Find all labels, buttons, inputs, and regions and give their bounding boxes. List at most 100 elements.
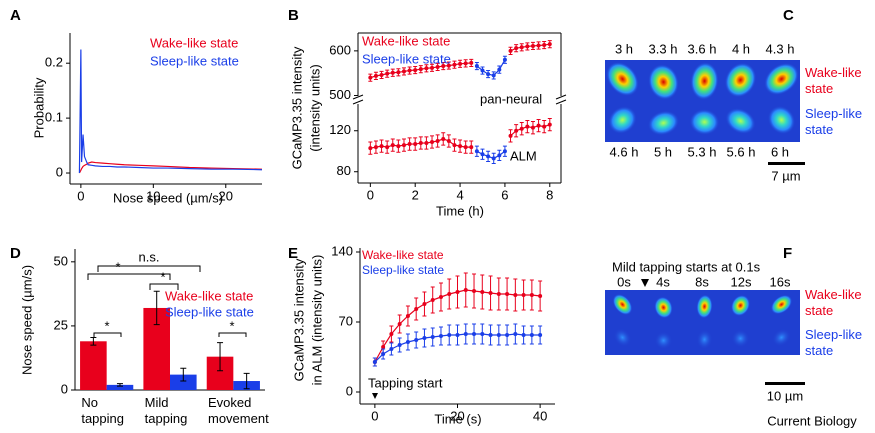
x-tick-label: 4	[456, 187, 463, 202]
time-label: 0s	[617, 274, 631, 289]
panel-letter: C	[783, 7, 794, 24]
text-line: state	[805, 343, 833, 358]
cell-image	[725, 107, 756, 135]
y-tick-label: 0	[56, 164, 63, 179]
panel-letter: A	[10, 7, 21, 24]
break-gap	[354, 96, 363, 104]
bar	[170, 374, 197, 390]
line	[374, 289, 541, 363]
cell-image	[690, 62, 719, 100]
time-label: 4.6 h	[610, 144, 639, 159]
x-tick-label: 2	[412, 187, 419, 202]
text-line: No	[81, 395, 101, 410]
break-gap	[556, 96, 565, 104]
legend-entry: Wake-like state	[362, 33, 450, 48]
line	[476, 59, 506, 77]
break-mark	[555, 99, 567, 105]
text-line: Mild	[145, 395, 172, 410]
cell-image	[613, 328, 632, 347]
scale-bar	[765, 382, 805, 385]
point	[368, 146, 373, 151]
y-tick-label: 500	[329, 87, 351, 102]
text-line: tapping	[81, 411, 124, 426]
y-tick-label: 80	[337, 163, 351, 178]
legend-entry: Wake-like state	[165, 288, 253, 303]
cell-image	[767, 105, 796, 135]
error-bar	[90, 336, 97, 346]
legend-entry: Wake-like state	[362, 248, 444, 262]
cell-image	[770, 294, 793, 315]
cell-image	[730, 294, 751, 317]
x-tick-label: 6	[501, 187, 508, 202]
scale-label: 10 µm	[767, 388, 803, 403]
break-mark	[352, 94, 364, 100]
time-label: 3.3 h	[649, 41, 678, 56]
panel-letter: B	[288, 7, 299, 24]
category-label: No tapping	[81, 395, 124, 426]
bracket	[97, 265, 201, 272]
bar	[106, 384, 134, 390]
point	[368, 75, 373, 80]
y-tick-label: 120	[329, 122, 351, 137]
line	[476, 150, 506, 160]
line	[370, 124, 550, 149]
y-axis-label: (intensity units)	[307, 64, 322, 151]
annotation: ALM	[510, 148, 537, 163]
significance-label: *	[104, 318, 109, 333]
bracket	[149, 283, 179, 290]
cell-image	[647, 110, 680, 136]
cell-image	[731, 329, 750, 348]
error-bar	[116, 383, 123, 387]
cell-image	[696, 329, 713, 350]
text-line: Sleep-like	[805, 106, 866, 121]
point	[547, 42, 552, 47]
time-label: 5 h	[654, 144, 672, 159]
x-tick-label: 20	[450, 408, 464, 423]
y-tick-label: 0	[346, 383, 353, 398]
text-line: movement	[208, 411, 269, 426]
error-bar	[243, 372, 250, 390]
bracket	[93, 332, 122, 337]
row-label: Sleep-like state	[805, 327, 866, 358]
axis-break	[352, 94, 567, 105]
cell-image	[612, 293, 633, 316]
text-line: tapping	[145, 411, 188, 426]
error-bar	[217, 342, 224, 372]
text-line: Sleep-like	[805, 327, 866, 342]
legend-entry: Sleep-like state	[165, 304, 254, 319]
y-tick-label: 70	[339, 313, 353, 328]
time-label: 4 h	[732, 41, 750, 56]
text-line: state	[805, 81, 833, 96]
x-axis-label: Time (s)	[434, 411, 481, 426]
panel-letter: E	[288, 245, 298, 262]
cell-image	[648, 64, 679, 100]
line	[370, 43, 550, 79]
significance-label: *	[229, 318, 234, 333]
y-axis-label: in ALM (intensity units)	[309, 255, 324, 386]
x-tick-label: 40	[533, 408, 547, 423]
cell-image	[606, 61, 639, 97]
y-tick-label: 0.2	[45, 55, 63, 70]
significance-label: *	[160, 269, 165, 284]
line	[78, 161, 263, 174]
footer: Current Biology	[767, 413, 857, 428]
bracket	[87, 273, 171, 280]
x-axis-label: Time (h)	[436, 203, 484, 218]
time-label: 8s	[695, 274, 709, 289]
category-label: Mild tapping	[145, 395, 188, 426]
text-line: Evoked	[208, 395, 255, 410]
y-tick-label: 0	[61, 381, 68, 396]
legend-entry: Wake-like state	[150, 35, 238, 50]
time-label: 6 h	[771, 144, 789, 159]
row-label: Wake-like state	[805, 287, 865, 318]
text-line: Wake-like	[805, 65, 865, 80]
arrowhead	[641, 279, 649, 287]
line	[78, 49, 263, 174]
text-line: state	[805, 122, 833, 137]
y-tick-label: 0.1	[45, 110, 63, 125]
y-tick-label: 600	[329, 42, 351, 57]
row-label: Wake-like state	[805, 65, 865, 96]
y-axis-label: Probability	[31, 77, 46, 138]
cell-image	[696, 294, 713, 319]
